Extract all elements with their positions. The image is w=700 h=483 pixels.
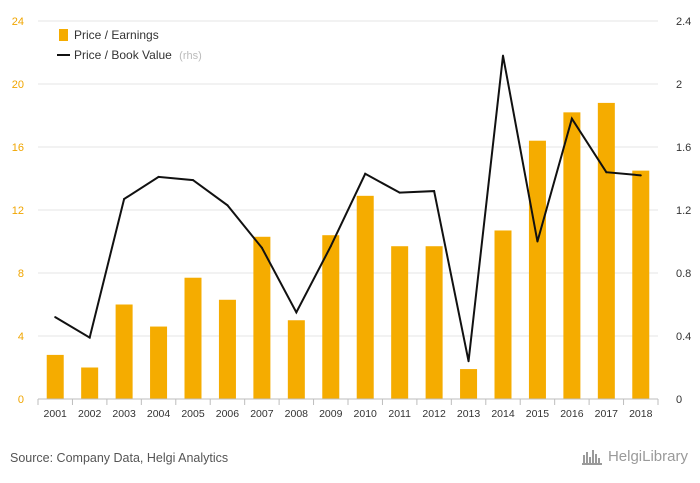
x-tick-label: 2006 — [216, 408, 240, 420]
y-right-tick-label: 1.6 — [676, 142, 691, 154]
bar — [460, 369, 478, 399]
line-point — [605, 171, 608, 174]
legend-label-pbv-text: Price / Book Value — [74, 48, 172, 62]
y-right-tick-label: 0.4 — [676, 331, 691, 343]
line-series — [54, 54, 642, 363]
bar — [632, 170, 650, 399]
y-left-tick-label: 24 — [12, 16, 24, 28]
x-tick-label: 2013 — [457, 408, 481, 420]
bar — [528, 140, 546, 399]
legend-label-pbv-note: (rhs) — [179, 50, 202, 62]
x-tick-label: 2015 — [526, 408, 550, 420]
x-tick-label: 2003 — [112, 408, 136, 420]
x-tick-label: 2012 — [422, 408, 446, 420]
legend: Price / Earnings Price / Book Value (rhs… — [57, 28, 202, 62]
y-left-tick-label: 12 — [12, 205, 24, 217]
line-point — [570, 117, 573, 120]
x-tick-label: 2005 — [181, 408, 205, 420]
bar — [391, 246, 409, 399]
x-tick-label: 2010 — [354, 408, 378, 420]
x-tick-label: 2001 — [44, 408, 68, 420]
bar-series — [46, 102, 650, 400]
line-point — [639, 174, 642, 177]
bar — [46, 354, 64, 399]
bar — [150, 326, 168, 399]
line-point — [295, 311, 298, 314]
line-point — [433, 190, 436, 193]
line-point — [536, 240, 539, 243]
line-point — [502, 54, 504, 57]
bar — [322, 235, 340, 399]
x-tick-label: 2007 — [250, 408, 274, 420]
helgi-library-logo: HelgiLibrary — [581, 448, 688, 465]
line-point — [398, 191, 401, 194]
line-point — [467, 360, 470, 363]
x-tick-label: 2014 — [491, 408, 515, 420]
bar — [287, 320, 305, 399]
line-point — [54, 316, 57, 319]
line-point — [329, 245, 332, 248]
bar — [597, 102, 615, 400]
legend-label-pe: Price / Earnings — [74, 28, 159, 42]
y-right-tick-label: 2 — [676, 79, 682, 91]
x-tick-label: 2009 — [319, 408, 343, 420]
bar — [218, 299, 236, 399]
x-tick-label: 2002 — [78, 408, 102, 420]
y-right-tick-label: 2.4 — [676, 16, 691, 28]
bar — [425, 246, 443, 399]
x-tick-label: 2018 — [629, 408, 653, 420]
logo-text: HelgiLibrary — [607, 448, 688, 465]
bar — [356, 195, 374, 399]
legend-label-pbv: Price / Book Value (rhs) — [74, 48, 202, 62]
bar — [494, 230, 512, 399]
line-point — [157, 175, 160, 178]
chart: 0 4 8 12 16 20 24 0 0.4 0.8 1.2 1.6 2 2.4 2001 2002 2003… — [12, 16, 692, 420]
y-right-tick-label: 0 — [676, 394, 682, 406]
bar — [563, 112, 581, 399]
y-left-tick-label: 4 — [18, 331, 24, 343]
line-point — [192, 179, 194, 182]
line-point — [226, 204, 229, 207]
line-path — [54, 55, 641, 362]
y-left-tick-label: 0 — [18, 394, 24, 406]
bar — [115, 304, 133, 399]
source-note: Source: Company Data, Helgi Analytics — [10, 451, 229, 465]
x-tick-label: 2016 — [560, 408, 584, 420]
y-right-tick-label: 0.8 — [676, 268, 691, 280]
x-tick-label: 2011 — [388, 408, 411, 420]
y-left-tick-label: 16 — [12, 142, 24, 154]
bar — [253, 236, 271, 399]
bar — [184, 277, 202, 399]
legend-swatch-pe — [59, 29, 68, 41]
logo-mark-icon — [581, 449, 602, 465]
line-point — [123, 197, 126, 200]
line-point — [88, 336, 91, 339]
line-point — [364, 172, 367, 175]
axes: 0 4 8 12 16 20 24 0 0.4 0.8 1.2 1.6 2 2.4 2001 2002 2003… — [12, 16, 692, 420]
x-tick-label: 2004 — [147, 408, 171, 420]
y-left-tick-label: 8 — [18, 268, 24, 280]
line-point — [260, 246, 263, 249]
bar — [81, 367, 99, 399]
y-right-tick-label: 1.2 — [676, 205, 691, 217]
x-tick-label: 2008 — [285, 408, 309, 420]
y-left-tick-label: 20 — [12, 79, 24, 91]
x-tick-label: 2017 — [595, 408, 619, 420]
